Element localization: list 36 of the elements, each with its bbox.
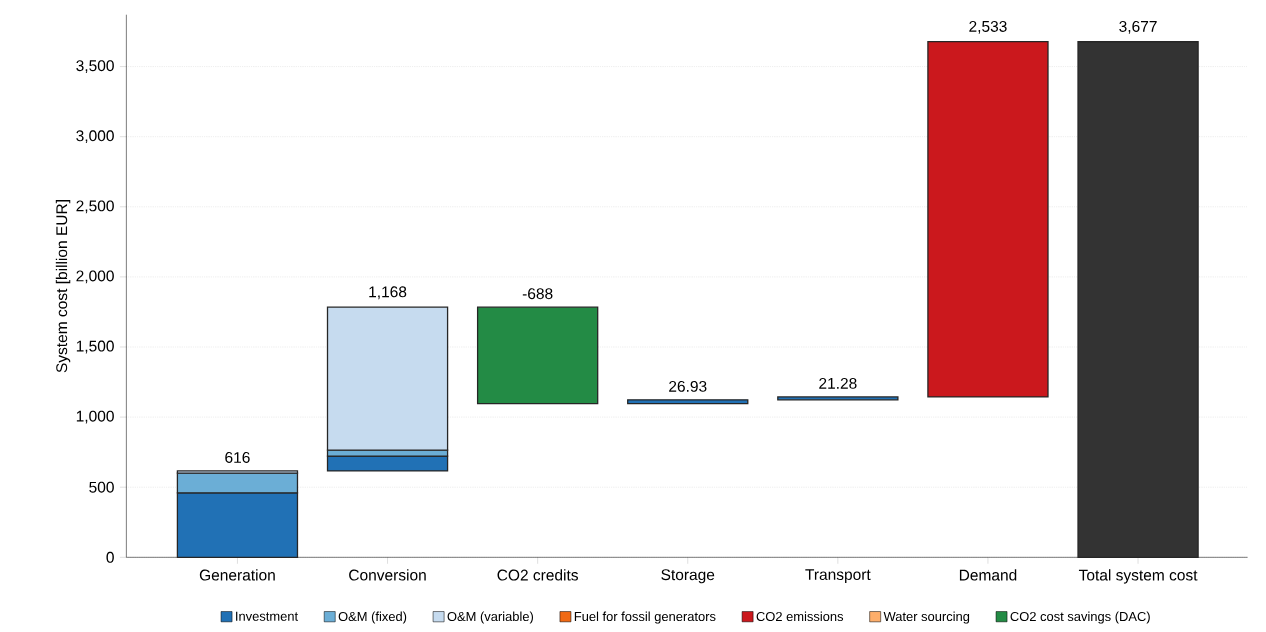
y-tick-label: 1,500 bbox=[76, 340, 114, 354]
y-tick-label: 0 bbox=[106, 551, 114, 563]
total-label: 616 bbox=[225, 451, 250, 463]
bar bbox=[927, 40, 1049, 398]
total-label: 21.28 bbox=[819, 377, 857, 389]
x-tick-label: Total system cost bbox=[1078, 569, 1198, 584]
x-tick-label: Storage bbox=[661, 569, 715, 584]
x-tick-label: CO2 credits bbox=[497, 569, 578, 581]
legend-label: O&M (variable) bbox=[447, 611, 534, 624]
y-tick-label: 500 bbox=[89, 481, 114, 493]
total-label: 2,533 bbox=[969, 20, 1007, 34]
y-tick-label: 2,000 bbox=[76, 270, 114, 284]
legend-label: O&M (fixed) bbox=[338, 611, 407, 624]
bar bbox=[627, 399, 749, 405]
bar bbox=[777, 396, 899, 401]
total-label: -688 bbox=[522, 288, 553, 299]
bar bbox=[476, 306, 599, 405]
bar bbox=[326, 455, 449, 472]
x-tick-label: Transport bbox=[805, 569, 871, 583]
y-tick-label: 2,500 bbox=[76, 200, 114, 214]
legend-label: CO2 emissions bbox=[756, 611, 844, 621]
x-tick-label: Demand bbox=[959, 569, 1017, 581]
x-tick-label: Conversion bbox=[349, 569, 426, 581]
legend-label: Water sourcing bbox=[883, 611, 970, 624]
y-tick-label: 1,000 bbox=[76, 410, 114, 424]
total-label: 26.93 bbox=[669, 380, 707, 392]
total-label: 1,168 bbox=[369, 286, 407, 300]
legend-label: CO2 cost savings (DAC) bbox=[1010, 611, 1150, 624]
x-tick-label: Generation bbox=[199, 569, 275, 581]
total-label: 3,677 bbox=[1119, 20, 1157, 34]
y-axis-title: System cost [billion EUR] bbox=[55, 199, 71, 373]
legend-label: Investment bbox=[236, 611, 299, 621]
y-tick-label: 3,500 bbox=[76, 60, 114, 73]
bar bbox=[1077, 40, 1199, 558]
y-tick-label: 3,000 bbox=[76, 130, 114, 143]
legend-label: Fuel for fossil generators bbox=[574, 611, 716, 624]
